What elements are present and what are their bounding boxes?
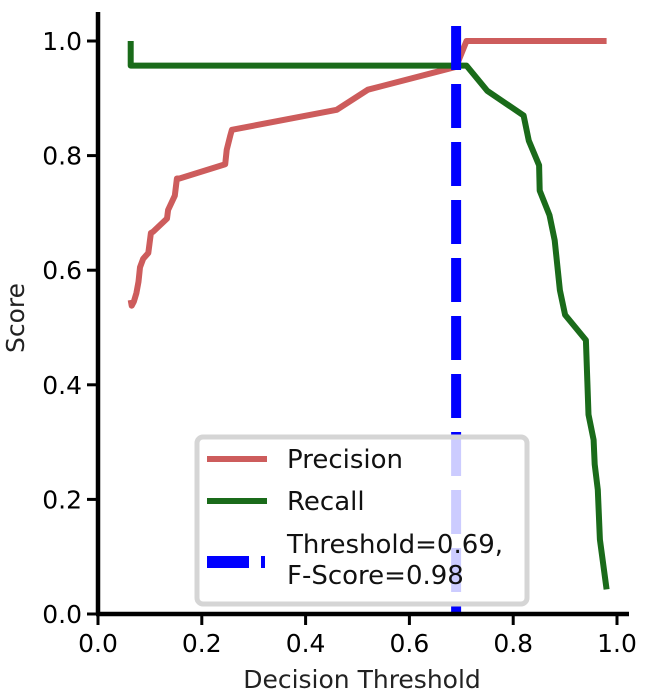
x-tick-label: 1.0 <box>597 629 637 658</box>
x-axis-title: Decision Threshold <box>243 665 481 694</box>
x-tick-label: 0.6 <box>390 629 430 658</box>
y-tick-label: 0.4 <box>42 371 82 400</box>
axis-ticks: 0.0 0.2 0.4 0.6 0.8 1.0 0.0 0.2 0.4 0.6 0.8 1.0 <box>42 27 637 658</box>
legend-frame <box>194 434 530 607</box>
series-line-precision <box>127 38 607 309</box>
y-tick-label: 0.8 <box>42 142 82 171</box>
y-tick-label: 0.2 <box>42 485 82 514</box>
legend-label-threshold-line2: F-Score=0.98 <box>287 561 464 591</box>
y-axis-title: Score <box>1 283 30 353</box>
legend-label-threshold-line1: Threshold=0.69, <box>286 530 503 560</box>
y-tick-label: 0.0 <box>42 600 82 629</box>
series-line-recall <box>127 41 610 590</box>
legend-label-precision: Precision <box>287 445 403 475</box>
legend: Precision Recall Threshold=0.69, F-Score… <box>194 434 530 607</box>
x-tick-label: 0.8 <box>493 629 533 658</box>
legend-label-recall: Recall <box>287 487 365 517</box>
y-tick-label: 1.0 <box>42 27 82 56</box>
x-tick-label: 0.2 <box>182 629 222 658</box>
x-tick-label: 0.4 <box>286 629 326 658</box>
y-tick-label: 0.6 <box>42 256 82 285</box>
x-tick-label: 0.0 <box>78 629 118 658</box>
